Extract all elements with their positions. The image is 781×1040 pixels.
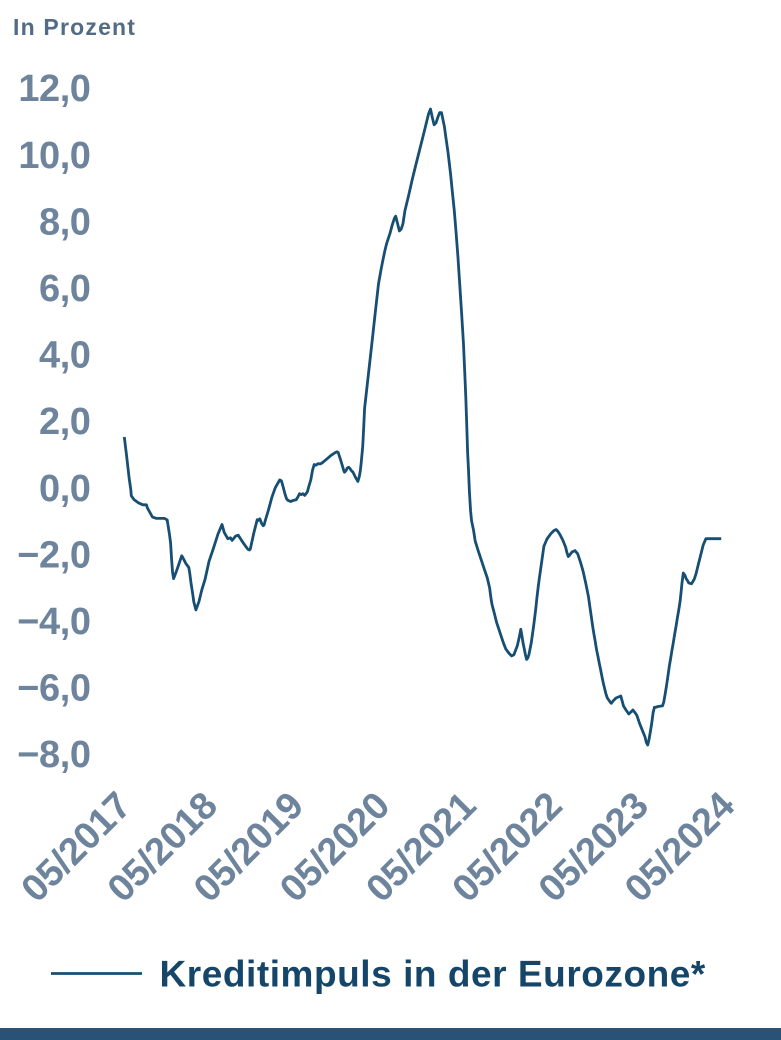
svg-text:−4,0: −4,0 [17,601,90,643]
svg-text:In Prozent: In Prozent [13,14,136,40]
svg-text:2,0: 2,0 [39,401,90,443]
svg-text:−6,0: −6,0 [17,668,90,710]
svg-text:12,0: 12,0 [18,68,90,110]
svg-text:Kreditimpuls in der Eurozone*: Kreditimpuls in der Eurozone* [160,954,706,995]
svg-text:0,0: 0,0 [39,468,90,510]
svg-text:6,0: 6,0 [39,268,90,310]
svg-text:10,0: 10,0 [18,135,90,177]
svg-text:8,0: 8,0 [39,201,90,243]
svg-text:−8,0: −8,0 [17,734,90,776]
svg-text:−2,0: −2,0 [17,534,90,576]
svg-text:4,0: 4,0 [39,335,90,377]
